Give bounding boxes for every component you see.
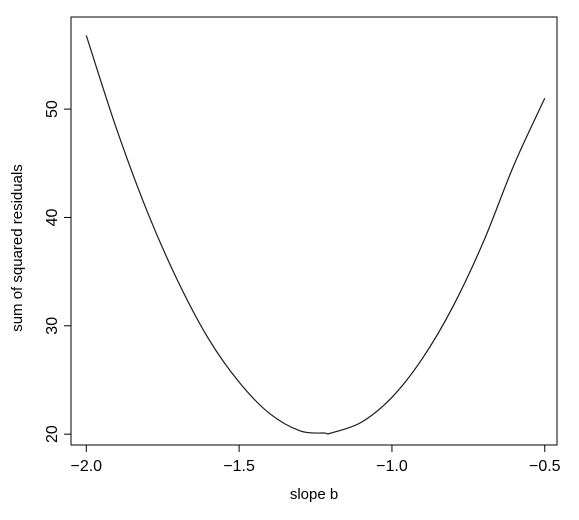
y-tick-label: 30 <box>44 317 61 335</box>
y-tick-label: 50 <box>44 100 61 118</box>
x-axis: −2.0 −1.5 −1.0 −0.5 <box>70 445 560 475</box>
plot-frame <box>71 17 557 445</box>
y-tick-label: 20 <box>44 425 61 443</box>
x-tick-label: −0.5 <box>529 458 561 475</box>
x-tick-label: −1.5 <box>223 458 255 475</box>
y-tick-label: 40 <box>44 208 61 226</box>
series-line <box>86 35 544 434</box>
x-tick-label: −2.0 <box>70 458 102 475</box>
x-tick-label: −1.0 <box>376 458 408 475</box>
x-axis-label: slope b <box>290 486 338 503</box>
y-axis: 20 30 40 50 <box>44 100 71 443</box>
y-axis-label: sum of squared residuals <box>9 164 26 332</box>
